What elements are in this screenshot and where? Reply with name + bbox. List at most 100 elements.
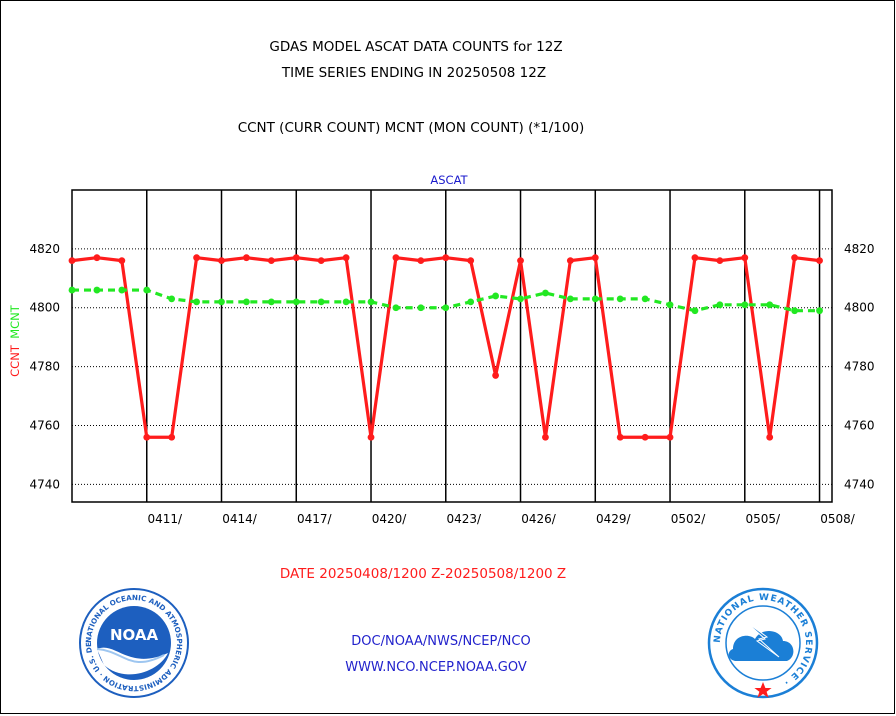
data-point-mcnt — [143, 286, 151, 294]
data-point-mcnt — [218, 298, 225, 306]
noaa-wordmark: NOAA — [110, 626, 159, 644]
x-tick-label: 0502/ — [671, 512, 707, 526]
data-point-mcnt — [317, 298, 325, 306]
data-point-mcnt — [193, 298, 200, 306]
data-point-ccnt — [218, 257, 225, 265]
grid-layer — [72, 190, 832, 502]
data-point-mcnt — [716, 301, 724, 309]
data-point-ccnt — [367, 433, 375, 441]
y-tick-label-left: 4740 — [29, 477, 60, 491]
data-point-ccnt — [193, 254, 200, 262]
data-point-mcnt — [118, 286, 126, 294]
data-point-mcnt — [93, 286, 101, 294]
data-point-mcnt — [591, 295, 599, 303]
y-tick-label-left: 4800 — [29, 301, 60, 315]
footer-link-doc[interactable]: DOC/NOAA/NWS/NCEP/NCO — [351, 634, 530, 649]
data-point-mcnt — [243, 298, 250, 306]
data-point-ccnt — [118, 257, 126, 265]
data-point-ccnt — [791, 254, 799, 262]
data-point-ccnt — [292, 254, 300, 262]
x-tick-label: 0429/ — [596, 512, 632, 526]
x-axis-label: DATE 20250408/1200 Z-20250508/1200 Z — [280, 566, 566, 582]
x-tick-label: 0508/ — [820, 512, 856, 526]
data-point-mcnt — [566, 295, 574, 303]
panel-label: ASCAT — [430, 173, 468, 187]
data-point-mcnt — [666, 301, 674, 309]
y-axis-label-ccnt: CCNT — [8, 344, 22, 377]
data-point-mcnt — [267, 298, 275, 306]
data-point-ccnt — [317, 257, 325, 265]
data-point-ccnt — [766, 433, 774, 441]
x-tick-label: 0414/ — [222, 512, 258, 526]
data-point-ccnt — [566, 257, 574, 265]
y-axis-label-mcnt: MCNT — [8, 304, 22, 339]
data-point-ccnt — [68, 257, 76, 265]
data-point-mcnt — [417, 304, 425, 312]
data-point-ccnt — [267, 257, 275, 265]
data-point-ccnt — [417, 257, 425, 265]
data-point-ccnt — [143, 433, 151, 441]
y-tick-label-left: 4780 — [29, 360, 60, 374]
data-point-ccnt — [243, 254, 250, 262]
data-point-ccnt — [641, 433, 649, 441]
y-tick-label-left: 4820 — [29, 242, 60, 256]
y-tick-label-right: 4760 — [844, 418, 875, 432]
data-point-ccnt — [93, 254, 101, 262]
chart-subtitle: TIME SERIES ENDING IN 20250508 12Z — [281, 65, 546, 81]
x-tick-label: 0423/ — [446, 512, 482, 526]
data-point-mcnt — [168, 295, 176, 303]
y-tick-label-right: 4800 — [844, 301, 875, 315]
data-point-mcnt — [342, 298, 350, 306]
data-point-ccnt — [716, 257, 724, 265]
y-tick-label-right: 4780 — [844, 360, 875, 374]
chart-description: CCNT (CURR COUNT) MCNT (MON COUNT) (*1/1… — [238, 120, 585, 136]
x-tick-label: 0505/ — [745, 512, 781, 526]
data-point-ccnt — [492, 372, 500, 379]
data-point-mcnt — [292, 298, 300, 306]
axis-layer: 4740 4740 4760 4760 4780 4780 4800 4800 4820 4820… — [29, 189, 875, 526]
data-point-ccnt — [442, 254, 450, 262]
nws-logo: NATIONAL WEATHER SERVICE · — [707, 587, 819, 699]
data-point-ccnt — [741, 254, 749, 262]
plot-frame — [71, 189, 833, 503]
y-tick-label-right: 4740 — [844, 477, 875, 491]
data-point-mcnt — [517, 295, 524, 303]
data-point-ccnt — [616, 433, 624, 441]
data-point-ccnt — [542, 433, 549, 441]
data-point-mcnt — [741, 301, 749, 309]
nws-star — [754, 682, 772, 698]
chart-title: GDAS MODEL ASCAT DATA COUNTS for 12Z — [269, 39, 562, 55]
footer-link-www[interactable]: WWW.NCO.NCEP.NOAA.GOV — [345, 660, 527, 675]
data-point-mcnt — [467, 298, 475, 306]
data-point-ccnt — [342, 254, 350, 262]
data-point-ccnt — [467, 257, 475, 265]
data-point-ccnt — [691, 254, 699, 262]
data-point-mcnt — [68, 286, 76, 294]
data-point-ccnt — [666, 433, 674, 441]
data-point-mcnt — [367, 298, 375, 306]
x-tick-label: 0411/ — [147, 512, 183, 526]
data-point-mcnt — [442, 304, 450, 312]
x-tick-label: 0417/ — [297, 512, 333, 526]
x-tick-label: 0426/ — [521, 512, 557, 526]
data-point-ccnt — [517, 257, 524, 265]
data-point-mcnt — [816, 307, 823, 315]
data-point-mcnt — [791, 307, 799, 315]
data-point-mcnt — [492, 292, 500, 300]
noaa-logo: NOAA NATIONAL OCEANIC AND ATMOSPHERIC AD… — [79, 588, 189, 698]
data-point-ccnt — [392, 254, 400, 262]
data-point-ccnt — [591, 254, 599, 262]
x-tick-label: 0420/ — [372, 512, 408, 526]
data-point-mcnt — [542, 289, 549, 297]
data-point-mcnt — [392, 304, 400, 312]
data-point-ccnt — [816, 257, 823, 265]
data-point-mcnt — [691, 307, 699, 315]
y-tick-label-right: 4820 — [844, 242, 875, 256]
data-point-ccnt — [168, 433, 176, 441]
y-tick-label-left: 4760 — [29, 418, 60, 432]
data-point-mcnt — [616, 295, 624, 303]
y-axis-label: CCNT MCNT — [8, 304, 22, 377]
